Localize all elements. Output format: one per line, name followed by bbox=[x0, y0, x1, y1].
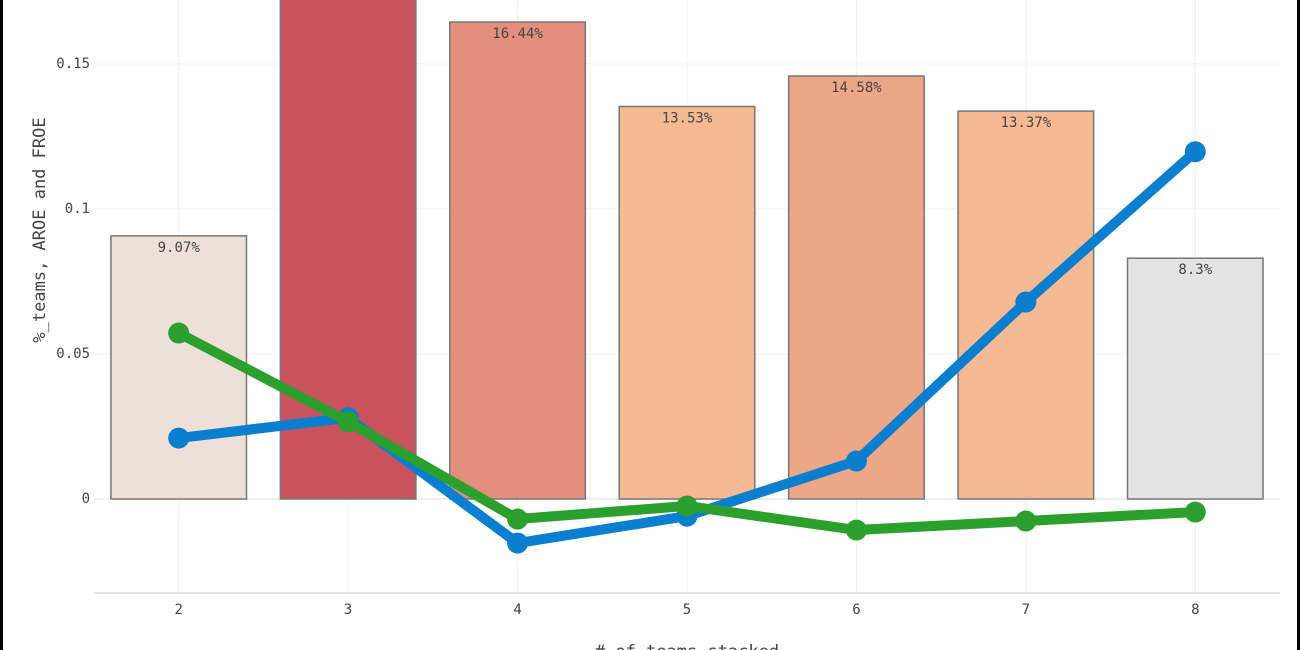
line-point bbox=[168, 427, 190, 449]
line-point bbox=[507, 508, 529, 530]
line-point bbox=[1015, 510, 1037, 532]
line-point bbox=[168, 322, 190, 344]
line-point bbox=[1015, 291, 1037, 313]
bar bbox=[110, 235, 248, 500]
bar bbox=[449, 21, 587, 500]
x-tick-label: 7 bbox=[1022, 602, 1030, 618]
line-point bbox=[337, 411, 359, 433]
x-tick-label: 8 bbox=[1191, 602, 1199, 618]
x-axis-title: # of teams stacked bbox=[595, 642, 779, 650]
data-label: 16.44% bbox=[492, 26, 543, 42]
line-point bbox=[845, 450, 867, 472]
data-label: 9.07% bbox=[158, 240, 201, 256]
y-tick-label: 0 bbox=[82, 491, 90, 507]
x-tick-label: 5 bbox=[683, 602, 691, 618]
data-label: 8.3% bbox=[1178, 262, 1212, 278]
data-label: 14.58% bbox=[831, 80, 882, 96]
x-tick-label: 6 bbox=[852, 602, 860, 618]
y-tick-label: 0.05 bbox=[56, 346, 90, 362]
line-point bbox=[1184, 501, 1206, 523]
y-tick-label: 0.15 bbox=[56, 56, 90, 72]
x-tick-label: 2 bbox=[174, 602, 182, 618]
x-tick-label: 4 bbox=[513, 602, 521, 618]
line-point bbox=[676, 495, 698, 517]
data-label: 13.53% bbox=[662, 110, 713, 126]
data-label: 13.37% bbox=[1001, 115, 1052, 131]
line-point bbox=[845, 519, 867, 541]
x-tick-label: 3 bbox=[344, 602, 352, 618]
y-tick-label: 0.1 bbox=[65, 201, 90, 217]
bar bbox=[618, 105, 756, 500]
line-point bbox=[507, 532, 529, 554]
bar bbox=[787, 75, 925, 500]
y-axis-title: %_teams, AROE and FROE bbox=[30, 117, 50, 342]
bar bbox=[1126, 257, 1264, 500]
line-point bbox=[1184, 141, 1206, 163]
